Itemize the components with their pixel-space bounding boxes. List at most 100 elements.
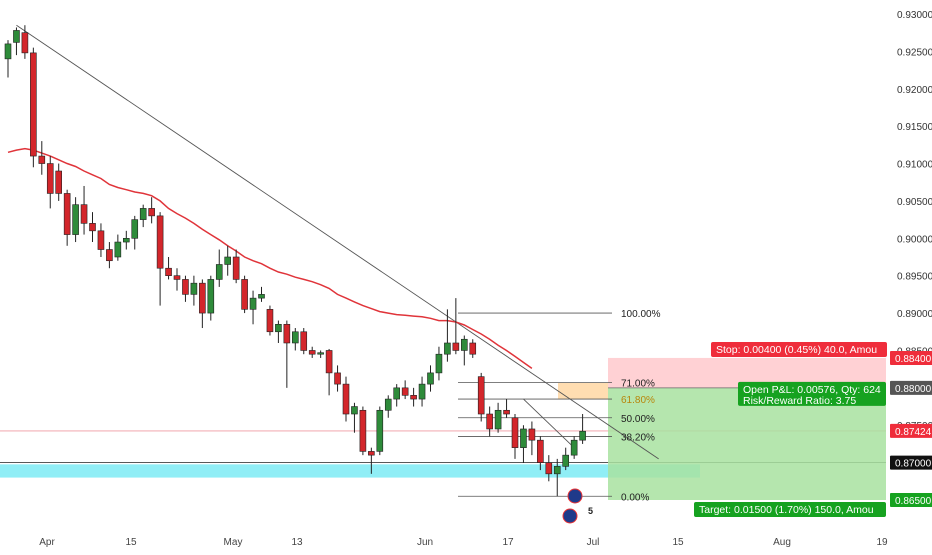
support-zone bbox=[0, 464, 700, 478]
candle-down bbox=[182, 279, 189, 295]
candle-up bbox=[190, 282, 198, 295]
candle-down bbox=[30, 52, 37, 157]
candle-up bbox=[435, 353, 443, 374]
candle-up bbox=[351, 406, 358, 415]
time-tick: May bbox=[224, 537, 243, 548]
time-tick: 13 bbox=[291, 537, 303, 548]
candle-down bbox=[325, 350, 333, 374]
candle-down bbox=[342, 383, 350, 415]
lines-layer bbox=[7, 24, 659, 497]
stop-label bbox=[711, 341, 887, 357]
candle-up bbox=[207, 279, 215, 314]
moving-average-line bbox=[7, 147, 533, 370]
candle-down bbox=[148, 208, 155, 217]
candle-down bbox=[156, 215, 164, 269]
candle-down bbox=[368, 451, 375, 456]
candle-down bbox=[89, 223, 96, 232]
entry-price-badge bbox=[890, 380, 932, 395]
fib-level-label: 0.00% bbox=[621, 492, 649, 503]
trendline bbox=[16, 24, 659, 460]
candle-down bbox=[537, 439, 544, 463]
candle-down bbox=[106, 249, 113, 262]
candle-down bbox=[528, 428, 536, 441]
stop-price-badge-text: 0.88400 bbox=[895, 354, 932, 365]
stop-label-text: Stop: 0.00400 (0.45%) 40.0, Amou bbox=[716, 344, 877, 356]
target-label bbox=[694, 502, 886, 517]
zones-layer bbox=[0, 357, 886, 500]
candle-down bbox=[283, 323, 291, 344]
stop-price-badge bbox=[890, 350, 932, 365]
candle-up bbox=[258, 294, 265, 299]
fib-level-label: 71.00% bbox=[621, 379, 655, 390]
price-tick: 0.89500 bbox=[897, 272, 932, 283]
candle-up bbox=[553, 466, 561, 475]
time-tick: Jul bbox=[587, 537, 600, 548]
target-label-text: Target: 0.01500 (1.70%) 150.0, Amou bbox=[699, 504, 874, 516]
fib-level-label: 61.80% bbox=[621, 395, 655, 406]
candle-up bbox=[131, 219, 139, 239]
candle-up bbox=[249, 297, 257, 310]
candle-down bbox=[452, 342, 460, 351]
candle-down bbox=[477, 376, 485, 415]
price-tick: 0.91500 bbox=[897, 122, 932, 133]
candle-down bbox=[21, 32, 29, 54]
time-tick: 17 bbox=[502, 537, 514, 548]
candle-down bbox=[80, 204, 88, 224]
time-axis: Apr 15 May 13 Jun 17 Jul 15 Aug 19 bbox=[39, 537, 888, 548]
labels-layer: 100.00% 71.00% 61.80% 50.00% 38.20% 0.00% Stop… bbox=[562, 309, 887, 524]
time-tick: Aug bbox=[773, 537, 791, 548]
price-tick: 0.91000 bbox=[897, 160, 932, 171]
candle-down bbox=[410, 395, 417, 400]
fib-level-label: 50.00% bbox=[621, 414, 655, 425]
candle-down bbox=[46, 163, 54, 194]
candle-down bbox=[300, 331, 308, 351]
pnl-label-text: Risk/Reward Ratio: 3.75 bbox=[743, 395, 856, 407]
candle-down bbox=[38, 155, 46, 164]
candle-up bbox=[393, 387, 401, 400]
time-tick: 15 bbox=[672, 537, 684, 548]
flag-icon bbox=[562, 508, 578, 524]
candle-down bbox=[97, 230, 105, 250]
candle-up bbox=[275, 323, 282, 333]
price-tick: 0.92000 bbox=[897, 85, 932, 96]
candle-up bbox=[72, 204, 79, 235]
candle-down bbox=[63, 193, 71, 235]
candle-down bbox=[545, 462, 553, 475]
price-tick: 0.90500 bbox=[897, 197, 932, 208]
candle-up bbox=[384, 398, 392, 411]
current-price-badge-text: 0.87424 bbox=[895, 427, 932, 438]
candle-down bbox=[165, 267, 172, 276]
trendline bbox=[523, 398, 575, 448]
candle-down bbox=[401, 387, 409, 396]
price-tick: 0.89000 bbox=[897, 309, 932, 320]
candle-down bbox=[334, 372, 341, 385]
time-tick: 15 bbox=[125, 537, 137, 548]
pnl-label bbox=[738, 381, 886, 406]
candle-down bbox=[469, 342, 477, 355]
target-price-badge-text: 0.86500 bbox=[895, 496, 932, 507]
candle-up bbox=[139, 208, 147, 220]
candle-up bbox=[114, 241, 122, 258]
candle-up bbox=[317, 352, 324, 355]
candle-up bbox=[444, 342, 451, 355]
candle-down bbox=[308, 350, 316, 355]
entry-price-badge-text: 0.88000 bbox=[895, 384, 932, 395]
candle-up bbox=[562, 454, 570, 467]
candles-layer bbox=[4, 25, 586, 497]
time-tick: Apr bbox=[39, 537, 55, 548]
price-axis: 0.93000 0.92500 0.92000 0.91500 0.91000 0.905… bbox=[890, 10, 932, 507]
candle-down bbox=[199, 282, 206, 314]
candle-down bbox=[266, 309, 274, 333]
candle-up bbox=[123, 238, 130, 243]
candle-down bbox=[241, 279, 248, 310]
price-tick: 0.93000 bbox=[897, 10, 932, 21]
flag-icon bbox=[567, 488, 583, 504]
candle-up bbox=[376, 409, 384, 452]
event-count: 5 bbox=[588, 506, 593, 516]
fib-zone bbox=[558, 382, 608, 400]
candle-up bbox=[215, 264, 223, 280]
candle-up bbox=[4, 43, 12, 60]
price-tick: 0.92500 bbox=[897, 47, 932, 58]
